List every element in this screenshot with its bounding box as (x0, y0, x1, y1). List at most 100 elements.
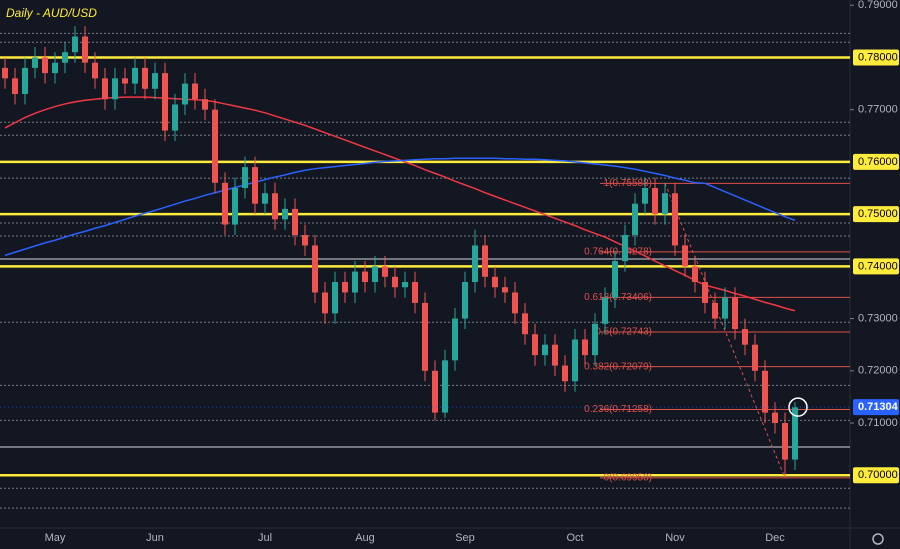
gear[interactable] (872, 533, 884, 545)
candle-body (102, 78, 108, 100)
y-tick-label: 0.70000 (858, 469, 898, 481)
last-price-tag (853, 399, 899, 416)
candle-body (772, 412, 778, 424)
candle-body (672, 193, 678, 246)
moving-average (4, 157, 796, 257)
fib-label: 0.236(0.71258) (584, 404, 652, 415)
candle-body (762, 370, 768, 413)
y-tick-label: 0.71000 (858, 417, 898, 429)
candle-body (542, 344, 548, 356)
candle-body (522, 313, 528, 335)
candle-body (422, 302, 428, 371)
candle-body (52, 62, 58, 74)
settings-icon[interactable] (872, 533, 884, 545)
candle-body (682, 245, 688, 267)
candle-body (482, 245, 488, 277)
candle-body (462, 282, 468, 319)
candle-body (412, 282, 418, 303)
candle-body (92, 62, 98, 79)
candle-body (32, 57, 38, 68)
candle-body (232, 188, 238, 225)
candle-body (192, 83, 198, 100)
y-tick-label: 0.77000 (858, 104, 898, 116)
candle-body (72, 36, 78, 53)
candle-body (662, 193, 668, 215)
candle-body (202, 99, 208, 110)
candle-body (622, 235, 628, 262)
candle-body (142, 67, 148, 89)
candle-body (362, 271, 368, 283)
x-tick-label: Jul (258, 532, 272, 544)
fib-label: 0.764(0.74278) (584, 246, 652, 257)
level-tag (853, 49, 899, 66)
candle-body (132, 67, 138, 84)
level-tag (853, 467, 899, 484)
y-tick-label: 0.73000 (858, 312, 898, 324)
candle-body (122, 78, 128, 84)
candle-body (42, 57, 48, 74)
candle-body (322, 292, 328, 314)
candle-body (752, 344, 758, 371)
candle-body (632, 203, 638, 236)
candle-body (432, 370, 438, 413)
level-tag (853, 258, 899, 275)
candle-body (452, 318, 458, 361)
chart-title: Daily - AUD/USD (6, 6, 97, 20)
candle-body (652, 188, 658, 215)
fib-label: 1(0.75588) (604, 178, 652, 189)
candle-body (642, 188, 648, 204)
candle-body (22, 67, 28, 95)
candle-body (732, 297, 738, 330)
candle-body (382, 266, 388, 277)
candle-body (792, 407, 798, 460)
candle-body (392, 276, 398, 288)
candle-body (572, 339, 578, 382)
y-tick-label: 0.74000 (858, 260, 898, 272)
candle-body (742, 329, 748, 345)
candle-body (172, 104, 178, 131)
candle-body (692, 266, 698, 283)
candle-body (152, 73, 158, 89)
candle-body (292, 208, 298, 236)
candle-body (592, 323, 598, 356)
candle-body (472, 245, 478, 283)
x-tick-label: Jun (146, 532, 164, 544)
candle-body (82, 36, 88, 63)
y-tick-label: 0.72000 (858, 365, 898, 377)
x-tick-label: Nov (665, 532, 685, 544)
candle-body (502, 287, 508, 293)
x-tick-label: Sep (455, 532, 475, 544)
y-tick-label: 0.79000 (858, 0, 898, 11)
candle-body (252, 167, 258, 204)
candle-body (302, 235, 308, 246)
candle-body (602, 297, 608, 324)
y-tick-label: 0.76000 (858, 156, 898, 168)
candle-body (332, 282, 338, 314)
candle-body (552, 344, 558, 366)
candle-body (582, 339, 588, 356)
fib-label: 0.382(0.72079) (584, 361, 652, 372)
y-tick-label: 0.75000 (858, 208, 898, 220)
candle-body (62, 52, 68, 63)
last-price-label: 0.71304 (858, 401, 899, 413)
candle-body (442, 360, 448, 413)
candle-body (702, 282, 708, 303)
candle-body (722, 297, 728, 319)
candle-body (512, 292, 518, 314)
fib-label: 0.5(0.72743) (595, 327, 652, 338)
candle-body (612, 261, 618, 298)
x-tick-label: Dec (765, 532, 785, 544)
level-tag (853, 206, 899, 223)
x-tick-label: Aug (355, 532, 375, 544)
candle-body (272, 193, 278, 220)
candle-body (312, 245, 318, 293)
fib-label: 0.618(0.73406) (584, 292, 652, 303)
fib-label: 0(0.69950) (604, 473, 652, 484)
candle-body (112, 78, 118, 100)
candle-body (342, 282, 348, 293)
candle-body (372, 266, 378, 283)
candle-body (162, 73, 168, 131)
candle-body (262, 193, 268, 204)
